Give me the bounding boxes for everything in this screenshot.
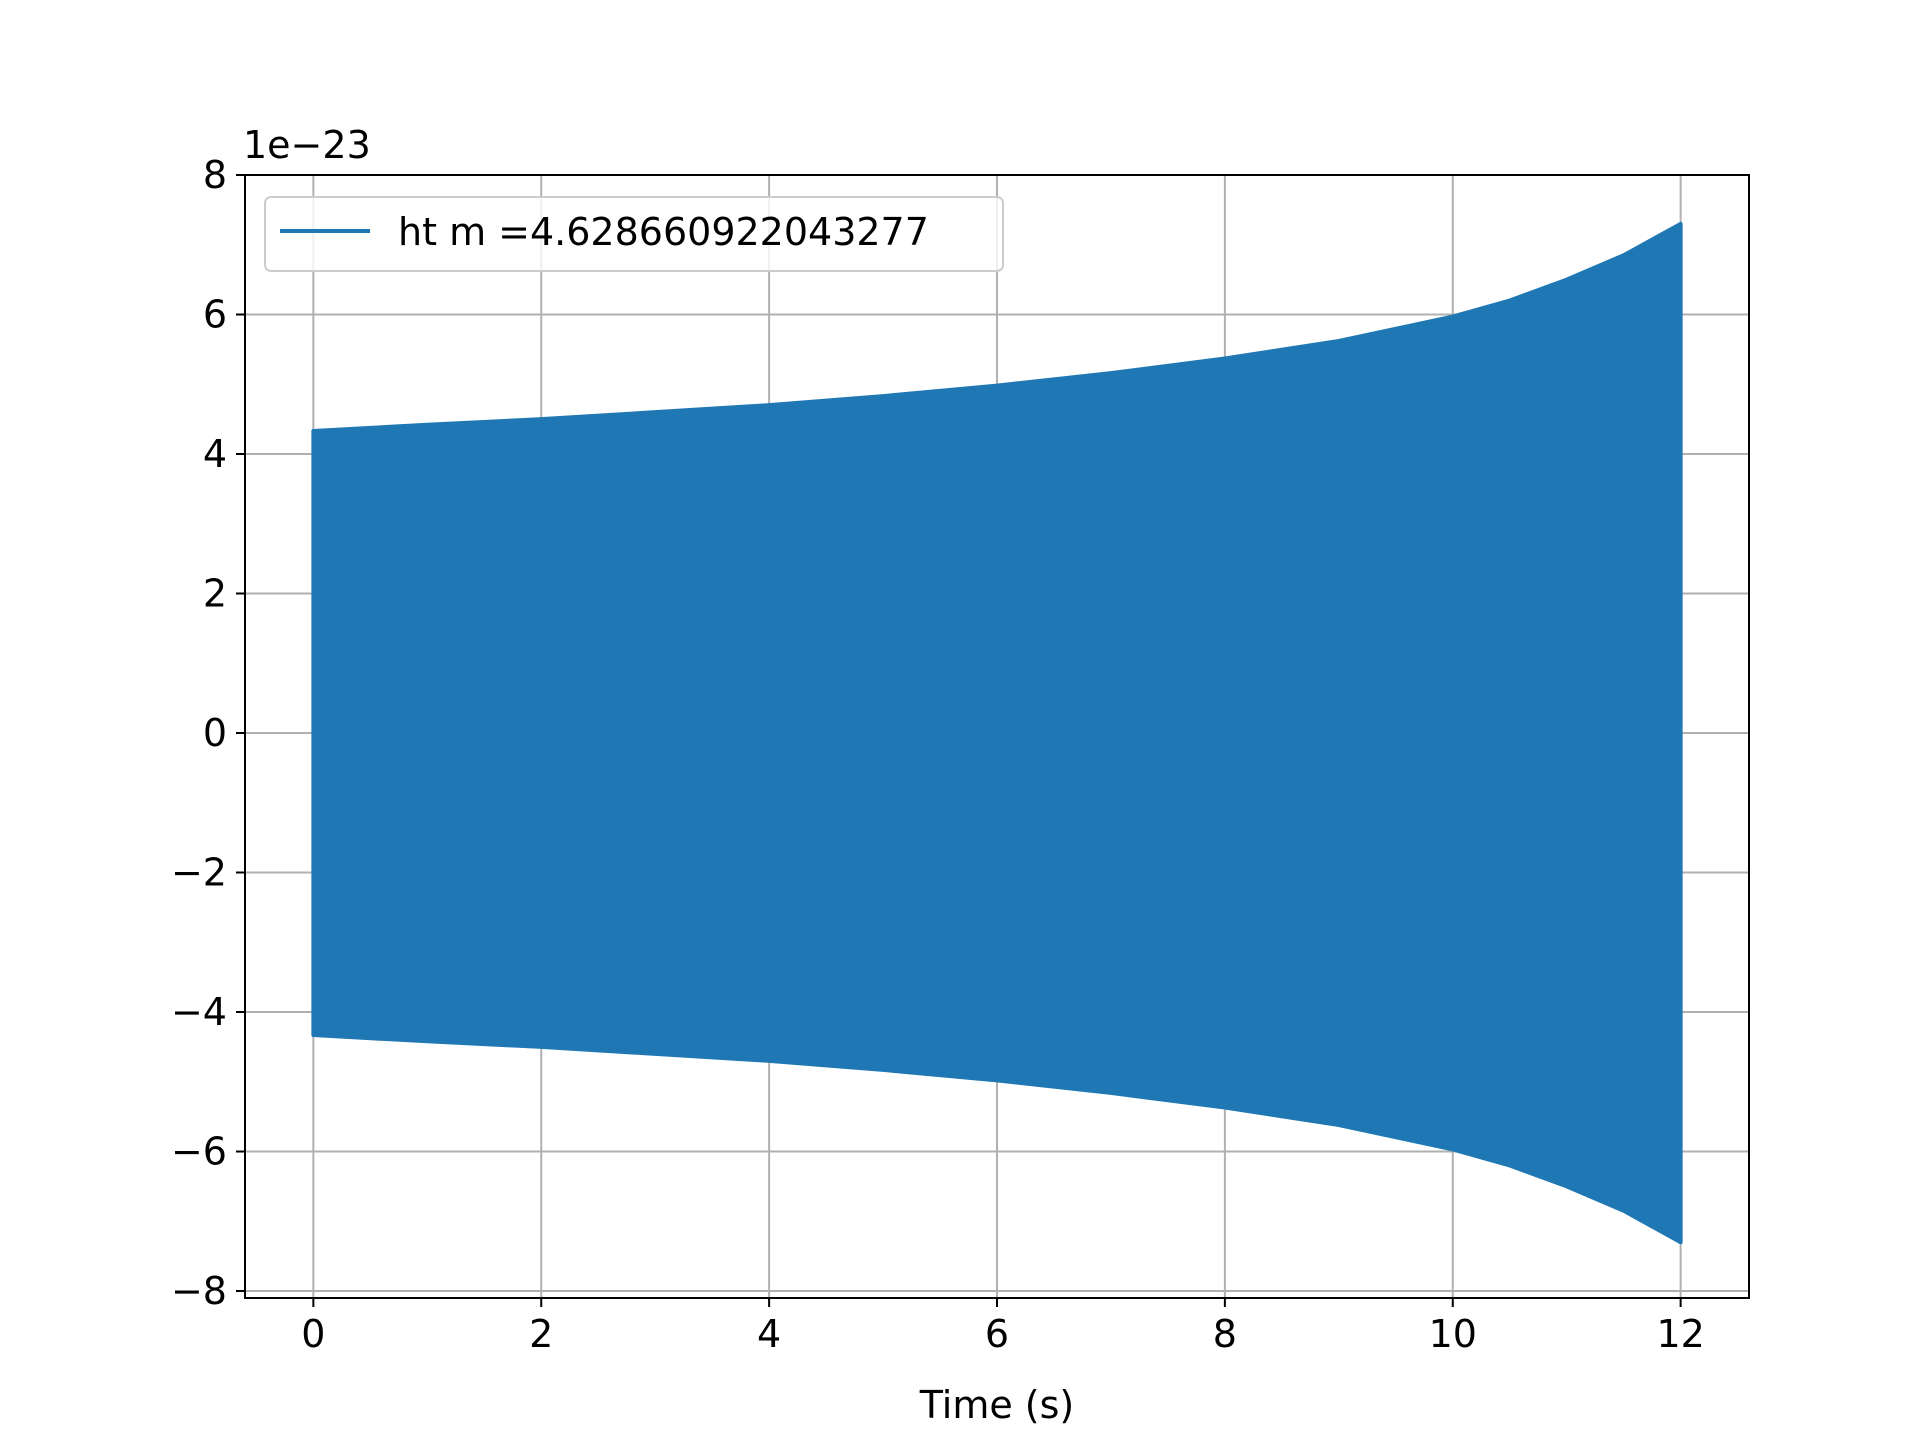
y-tick-label: −4 (171, 990, 227, 1034)
y-tick-label: 0 (203, 711, 227, 755)
x-tick-label: 8 (1213, 1312, 1237, 1356)
y-tick-label: −2 (171, 851, 227, 895)
y-tick-label: 4 (203, 432, 227, 476)
series-layer (311, 221, 1683, 1245)
x-axis-label: Time (s) (919, 1383, 1075, 1427)
series-waveform (311, 221, 1683, 1245)
y-tick-label: −6 (171, 1130, 227, 1174)
x-tick-label: 2 (529, 1312, 553, 1356)
y-tick-label: −8 (171, 1269, 227, 1313)
x-tick-label: 10 (1429, 1312, 1477, 1356)
x-tick-label: 4 (757, 1312, 781, 1356)
legend-label: ht m =4.628660922043277 (398, 210, 929, 254)
y-tick-label: 8 (203, 153, 227, 197)
legend: ht m =4.628660922043277 (264, 196, 1004, 272)
y-tick-label: 6 (203, 293, 227, 337)
y-tick-label: 2 (203, 572, 227, 616)
y-offset-label: 1e−23 (243, 123, 371, 167)
axis-ticks: 0 2 4 6 8 10 12 −8 −6 −4 −2 0 2 4 6 8 (171, 153, 1705, 1356)
x-tick-label: 6 (985, 1312, 1009, 1356)
legend-box (264, 196, 1004, 272)
x-tick-label: 0 (301, 1312, 325, 1356)
x-tick-label: 12 (1656, 1312, 1704, 1356)
